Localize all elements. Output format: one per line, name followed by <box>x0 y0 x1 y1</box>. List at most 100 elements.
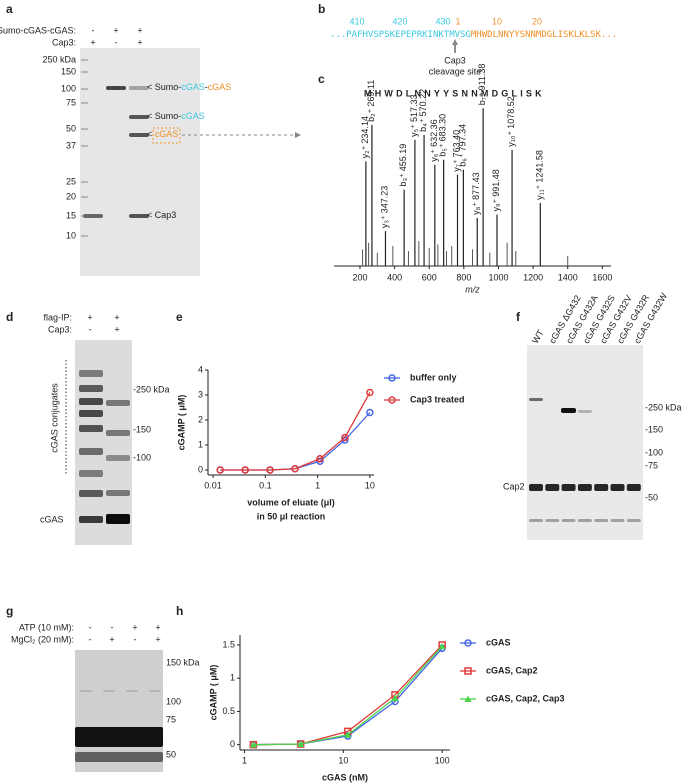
side-label: cGAS <box>40 514 64 524</box>
peak-mz: 991.48 <box>491 169 501 197</box>
peak-label: y₂⁺234.14 <box>360 116 370 158</box>
gel-band <box>79 385 103 392</box>
marker-label: 75 <box>66 97 76 107</box>
lane-sign: - <box>89 634 92 644</box>
gel-band <box>83 214 103 218</box>
x-tick-label: 1400 <box>558 272 578 282</box>
peak-mz: 269.11 <box>366 80 376 107</box>
band-label-part: - <box>205 82 208 92</box>
panel-label: b <box>318 2 325 16</box>
marker-label: 50 <box>166 749 176 759</box>
side-label: cGAS conjugates <box>49 383 59 453</box>
x-tick-label: 0.01 <box>204 480 222 490</box>
lane-sign: + <box>114 324 119 334</box>
lane-sign: + <box>132 622 137 632</box>
lane-sign: + <box>114 312 119 322</box>
peak-label: y₈⁺ 877.43 <box>472 172 482 215</box>
ion-name: b₅⁺ <box>438 143 448 157</box>
peak-mz: 1078.52 <box>506 96 516 129</box>
gel-band <box>79 490 103 497</box>
gel-f <box>527 345 643 540</box>
marker-label: -100 <box>133 452 151 462</box>
residue-number: 410 <box>349 16 364 26</box>
marker-label: 10 <box>66 230 76 240</box>
band-label: < Sumo-cGAS <box>147 111 205 121</box>
y-tick-label: 1.5 <box>222 639 235 649</box>
lane-sign: - <box>134 634 137 644</box>
marker-label: 20 <box>66 191 76 201</box>
x-tick-label: 10 <box>338 755 348 765</box>
x-tick-label: 600 <box>422 272 437 282</box>
gel-band <box>79 470 103 477</box>
gel-band <box>594 519 609 522</box>
panel-label: g <box>6 604 13 618</box>
legend-label: cGAS, Cap2, Cap3 <box>486 693 565 703</box>
peak-label: b₃⁺455.19 <box>399 144 409 187</box>
residue-number: 1 <box>455 16 460 26</box>
band-label: < Sumo-cGAS-cGAS <box>147 82 231 92</box>
lane-sign: - <box>92 25 95 35</box>
legend-label: cGAS <box>486 637 511 647</box>
ion-name: b₆⁺ <box>458 153 468 167</box>
gel-band <box>75 727 163 747</box>
gel-band <box>79 516 103 523</box>
peak-label: b₄⁺570.22 <box>418 89 428 132</box>
gel-band <box>106 400 130 406</box>
series-line <box>220 392 371 471</box>
gel-band <box>79 370 103 377</box>
ion-name: y₈⁺ <box>472 202 482 215</box>
x-tick-label: 0.1 <box>259 480 272 490</box>
legend-marker <box>388 396 396 404</box>
lane-sign: + <box>155 634 160 644</box>
gel-band <box>75 752 163 762</box>
marker <box>366 408 374 417</box>
marker <box>241 466 249 474</box>
sequence-part: MHWDLNNYYSNNMDGLISKLKLSK... <box>471 30 617 40</box>
marker-label: -75 <box>645 460 658 470</box>
gel-band <box>103 690 115 692</box>
marker-label: -150 <box>133 424 151 434</box>
band-label-part: cGAS <box>181 111 205 121</box>
x-axis-label: in 50 μl reaction <box>257 511 326 521</box>
marker <box>366 388 374 397</box>
ion-name: y₁₀⁺ <box>506 131 516 147</box>
marker <box>316 455 324 463</box>
panel-label: e <box>176 310 183 324</box>
lane-sign: + <box>87 312 92 322</box>
peak-label: y₇⁺763.40 <box>452 130 462 172</box>
site-label: cleavage site <box>429 66 482 76</box>
marker-label: -150 <box>645 424 663 434</box>
gel-d <box>75 340 132 545</box>
peak-mz: 763.40 <box>452 130 462 158</box>
x-tick-label: 1 <box>315 480 320 490</box>
lane-label: WT <box>530 328 546 346</box>
y-tick-label: 4 <box>198 364 203 374</box>
panel-label: d <box>6 310 13 324</box>
gel-band <box>626 484 641 491</box>
residue-number: 10 <box>492 16 502 26</box>
marker <box>291 465 299 473</box>
peak-mz: 517.33 <box>409 94 419 122</box>
marker-label: 25 <box>66 176 76 186</box>
x-axis-label: m/z <box>465 284 480 294</box>
marker <box>438 642 446 650</box>
y-tick-label: 0 <box>230 739 235 749</box>
gel-band <box>129 115 149 119</box>
peak-label: b₅⁺683.30 <box>438 114 448 157</box>
legend-marker <box>464 667 472 675</box>
peak-mz: 1241.58 <box>535 150 545 183</box>
ion-name: b₇⁺ <box>478 92 488 105</box>
gel-band <box>129 86 149 90</box>
peak-label: y₁₁⁺1241.58 <box>535 150 545 200</box>
marker-label: 75 <box>166 714 176 724</box>
y-tick-label: 2 <box>198 414 203 424</box>
x-axis-label: cGAS (nM) <box>322 772 368 782</box>
marker-label: 37 <box>66 140 76 150</box>
residue-number: 430 <box>435 16 450 26</box>
x-tick-label: 800 <box>456 272 471 282</box>
marker-label: 150 <box>61 66 76 76</box>
gel-band <box>529 398 543 401</box>
gel-band <box>626 519 641 522</box>
gel-band <box>610 519 625 522</box>
sequence-part: ...PAFHVSPSKEPEPRKINKTMVSG <box>330 30 471 40</box>
